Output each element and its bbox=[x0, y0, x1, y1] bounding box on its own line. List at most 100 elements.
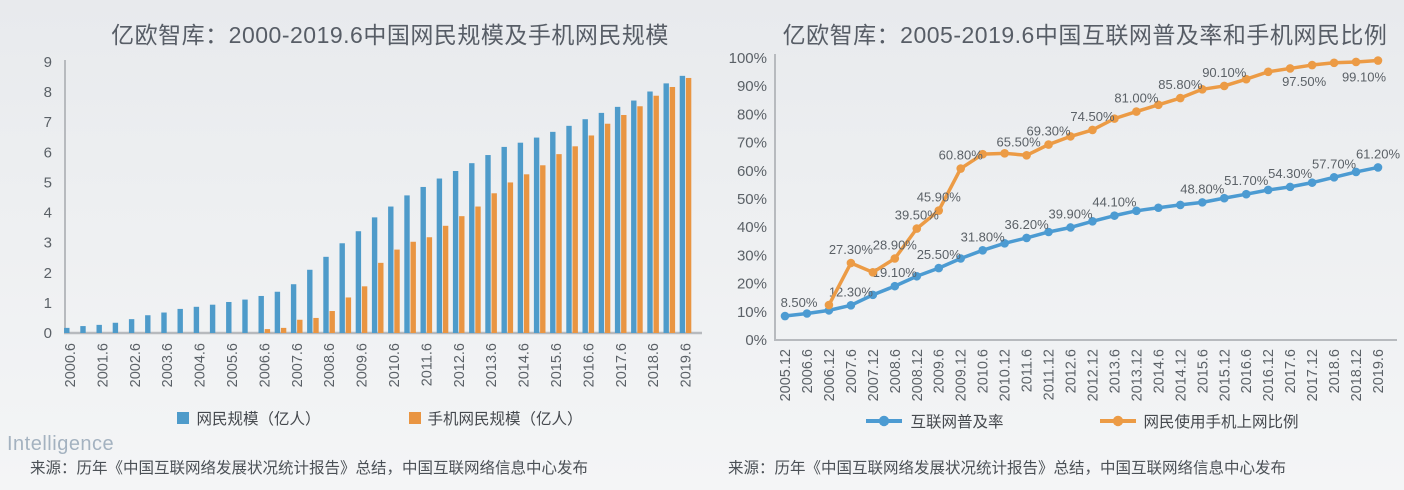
svg-text:2013.6: 2013.6 bbox=[1107, 349, 1123, 393]
mobile-netizens-series-swatch bbox=[408, 412, 421, 424]
legend-item-penetration: 互联网普及率 bbox=[865, 410, 1004, 432]
svg-text:2006.12: 2006.12 bbox=[822, 349, 838, 401]
svg-text:2010.6: 2010.6 bbox=[387, 343, 403, 387]
svg-text:2010.6: 2010.6 bbox=[976, 349, 992, 393]
svg-text:4: 4 bbox=[44, 205, 52, 222]
svg-text:70%: 70% bbox=[737, 135, 767, 152]
svg-text:2005.6: 2005.6 bbox=[225, 343, 241, 387]
bar-series-mobile-netizens bbox=[264, 77, 692, 334]
svg-text:39.50%: 39.50% bbox=[895, 208, 940, 223]
svg-text:60%: 60% bbox=[737, 163, 767, 180]
svg-text:2018.6: 2018.6 bbox=[1327, 349, 1343, 393]
svg-text:90.10%: 90.10% bbox=[1202, 65, 1247, 80]
netizen-bar-chart: 0 1 2 3 4 5 6 7 8 9 2000.6 2001.6 2002.6 2003.6 2004.6… bbox=[44, 54, 702, 387]
svg-text:60.80%: 60.80% bbox=[939, 148, 984, 163]
svg-text:85.80%: 85.80% bbox=[1158, 77, 1203, 92]
svg-text:2012.6: 2012.6 bbox=[452, 343, 468, 387]
svg-text:2003.6: 2003.6 bbox=[160, 343, 176, 387]
svg-text:2014.6: 2014.6 bbox=[1151, 349, 1167, 393]
svg-text:45.90%: 45.90% bbox=[917, 190, 962, 205]
svg-text:2012.6: 2012.6 bbox=[1064, 349, 1080, 393]
svg-text:9: 9 bbox=[44, 54, 52, 71]
svg-text:2015.6: 2015.6 bbox=[1195, 349, 1211, 393]
svg-text:2012.12: 2012.12 bbox=[1085, 349, 1101, 401]
svg-text:100%: 100% bbox=[729, 50, 767, 67]
svg-text:2017.12: 2017.12 bbox=[1305, 349, 1321, 401]
svg-text:48.80%: 48.80% bbox=[1180, 181, 1225, 196]
svg-text:2017.6: 2017.6 bbox=[1283, 349, 1299, 393]
svg-text:19.10%: 19.10% bbox=[873, 265, 918, 280]
svg-text:61.20%: 61.20% bbox=[1356, 146, 1401, 161]
left-source-note: 来源：历年《中国互联网络发展状况统计报告》总结，中国互联网络信息中心发布 bbox=[30, 460, 589, 477]
svg-text:2001.6: 2001.6 bbox=[95, 343, 111, 387]
netizens-series-swatch bbox=[177, 412, 190, 424]
svg-text:2018.6: 2018.6 bbox=[646, 343, 662, 387]
svg-text:2013.6: 2013.6 bbox=[484, 343, 500, 387]
svg-text:2009.6: 2009.6 bbox=[932, 349, 948, 393]
right-source-note: 来源：历年《中国互联网络发展状况统计报告》总结，中国互联网络信息中心发布 bbox=[728, 460, 1287, 477]
svg-text:8: 8 bbox=[44, 84, 52, 101]
svg-text:2015.12: 2015.12 bbox=[1217, 349, 1233, 401]
svg-text:2008.12: 2008.12 bbox=[910, 349, 926, 401]
svg-text:50%: 50% bbox=[737, 191, 767, 208]
svg-text:5: 5 bbox=[44, 174, 52, 191]
legend-item-netizens: 网民规模（亿人） bbox=[177, 407, 321, 429]
svg-text:2002.6: 2002.6 bbox=[128, 343, 144, 387]
svg-text:25.50%: 25.50% bbox=[917, 247, 962, 262]
legend-label-penetration: 互联网普及率 bbox=[910, 414, 1004, 431]
legend-label-mobile-netizens: 手机网民规模（亿人） bbox=[427, 411, 583, 428]
svg-text:10%: 10% bbox=[737, 304, 767, 321]
svg-text:12.30%: 12.30% bbox=[829, 284, 874, 299]
right-chart-legend: 互联网普及率 网民使用手机上网比例 bbox=[700, 410, 1404, 432]
svg-text:8.50%: 8.50% bbox=[781, 295, 818, 310]
svg-text:2013.12: 2013.12 bbox=[1129, 349, 1145, 401]
line-series-labels-penetration: 8.50% 12.30% 19.10% 25.50% 31.80%36.20%39.90… bbox=[781, 146, 1401, 310]
svg-text:40%: 40% bbox=[737, 219, 767, 236]
svg-text:2004.6: 2004.6 bbox=[193, 343, 209, 387]
svg-text:2011.12: 2011.12 bbox=[1042, 349, 1058, 400]
legend-label-mobile-ratio: 网民使用手机上网比例 bbox=[1143, 414, 1299, 431]
svg-text:2000.6: 2000.6 bbox=[63, 343, 79, 387]
svg-text:3: 3 bbox=[44, 235, 52, 252]
svg-text:6: 6 bbox=[44, 144, 52, 161]
svg-text:97.50%: 97.50% bbox=[1282, 74, 1327, 89]
line-series-mobile-ratio bbox=[824, 56, 1383, 310]
legend-item-mobile-ratio: 网民使用手机上网比例 bbox=[1099, 410, 1299, 432]
svg-text:57.70%: 57.70% bbox=[1312, 156, 1357, 171]
svg-text:7: 7 bbox=[44, 114, 52, 131]
svg-text:2008.6: 2008.6 bbox=[888, 349, 904, 393]
svg-text:31.80%: 31.80% bbox=[961, 229, 1006, 244]
svg-text:2014.6: 2014.6 bbox=[517, 343, 533, 387]
svg-text:2014.12: 2014.12 bbox=[1173, 349, 1189, 401]
svg-text:65.50%: 65.50% bbox=[997, 134, 1042, 149]
netizen-scale-chart-panel: 亿欧智库：2000-2019.6中国网民规模及手机网民规模 0 1 2 3 4 5 6 7 8 9… bbox=[7, 22, 702, 477]
svg-text:90%: 90% bbox=[737, 78, 767, 95]
svg-text:36.20%: 36.20% bbox=[1005, 217, 1050, 232]
svg-text:2005.12: 2005.12 bbox=[778, 349, 794, 401]
line-series-penetration bbox=[780, 163, 1383, 321]
svg-text:2019.6: 2019.6 bbox=[679, 343, 695, 387]
svg-text:74.50%: 74.50% bbox=[1070, 109, 1115, 124]
svg-text:2006.6: 2006.6 bbox=[800, 349, 816, 393]
svg-text:2007.6: 2007.6 bbox=[844, 349, 860, 393]
svg-text:20%: 20% bbox=[737, 276, 767, 293]
svg-text:51.70%: 51.70% bbox=[1224, 173, 1269, 188]
mobile-ratio-line-marker bbox=[1099, 415, 1136, 427]
svg-text:54.30%: 54.30% bbox=[1268, 166, 1313, 181]
svg-text:2007.12: 2007.12 bbox=[866, 349, 882, 401]
bar-chart-y-ticks: 0 1 2 3 4 5 6 7 8 9 bbox=[44, 54, 52, 342]
svg-text:28.90%: 28.90% bbox=[873, 238, 918, 253]
svg-text:2011.6: 2011.6 bbox=[419, 343, 435, 386]
svg-text:2017.6: 2017.6 bbox=[614, 343, 630, 387]
svg-text:2009.6: 2009.6 bbox=[355, 343, 371, 387]
svg-text:30%: 30% bbox=[737, 247, 767, 264]
bar-series-netizens bbox=[64, 75, 686, 334]
svg-text:2016.6: 2016.6 bbox=[1239, 349, 1255, 393]
legend-label-netizens: 网民规模（亿人） bbox=[196, 411, 321, 428]
svg-text:81.00%: 81.00% bbox=[1114, 91, 1159, 106]
svg-text:27.30%: 27.30% bbox=[829, 242, 874, 257]
svg-text:44.10%: 44.10% bbox=[1092, 195, 1137, 210]
svg-text:2016.12: 2016.12 bbox=[1261, 349, 1277, 401]
legend-item-mobile-netizens: 手机网民规模（亿人） bbox=[408, 407, 583, 429]
